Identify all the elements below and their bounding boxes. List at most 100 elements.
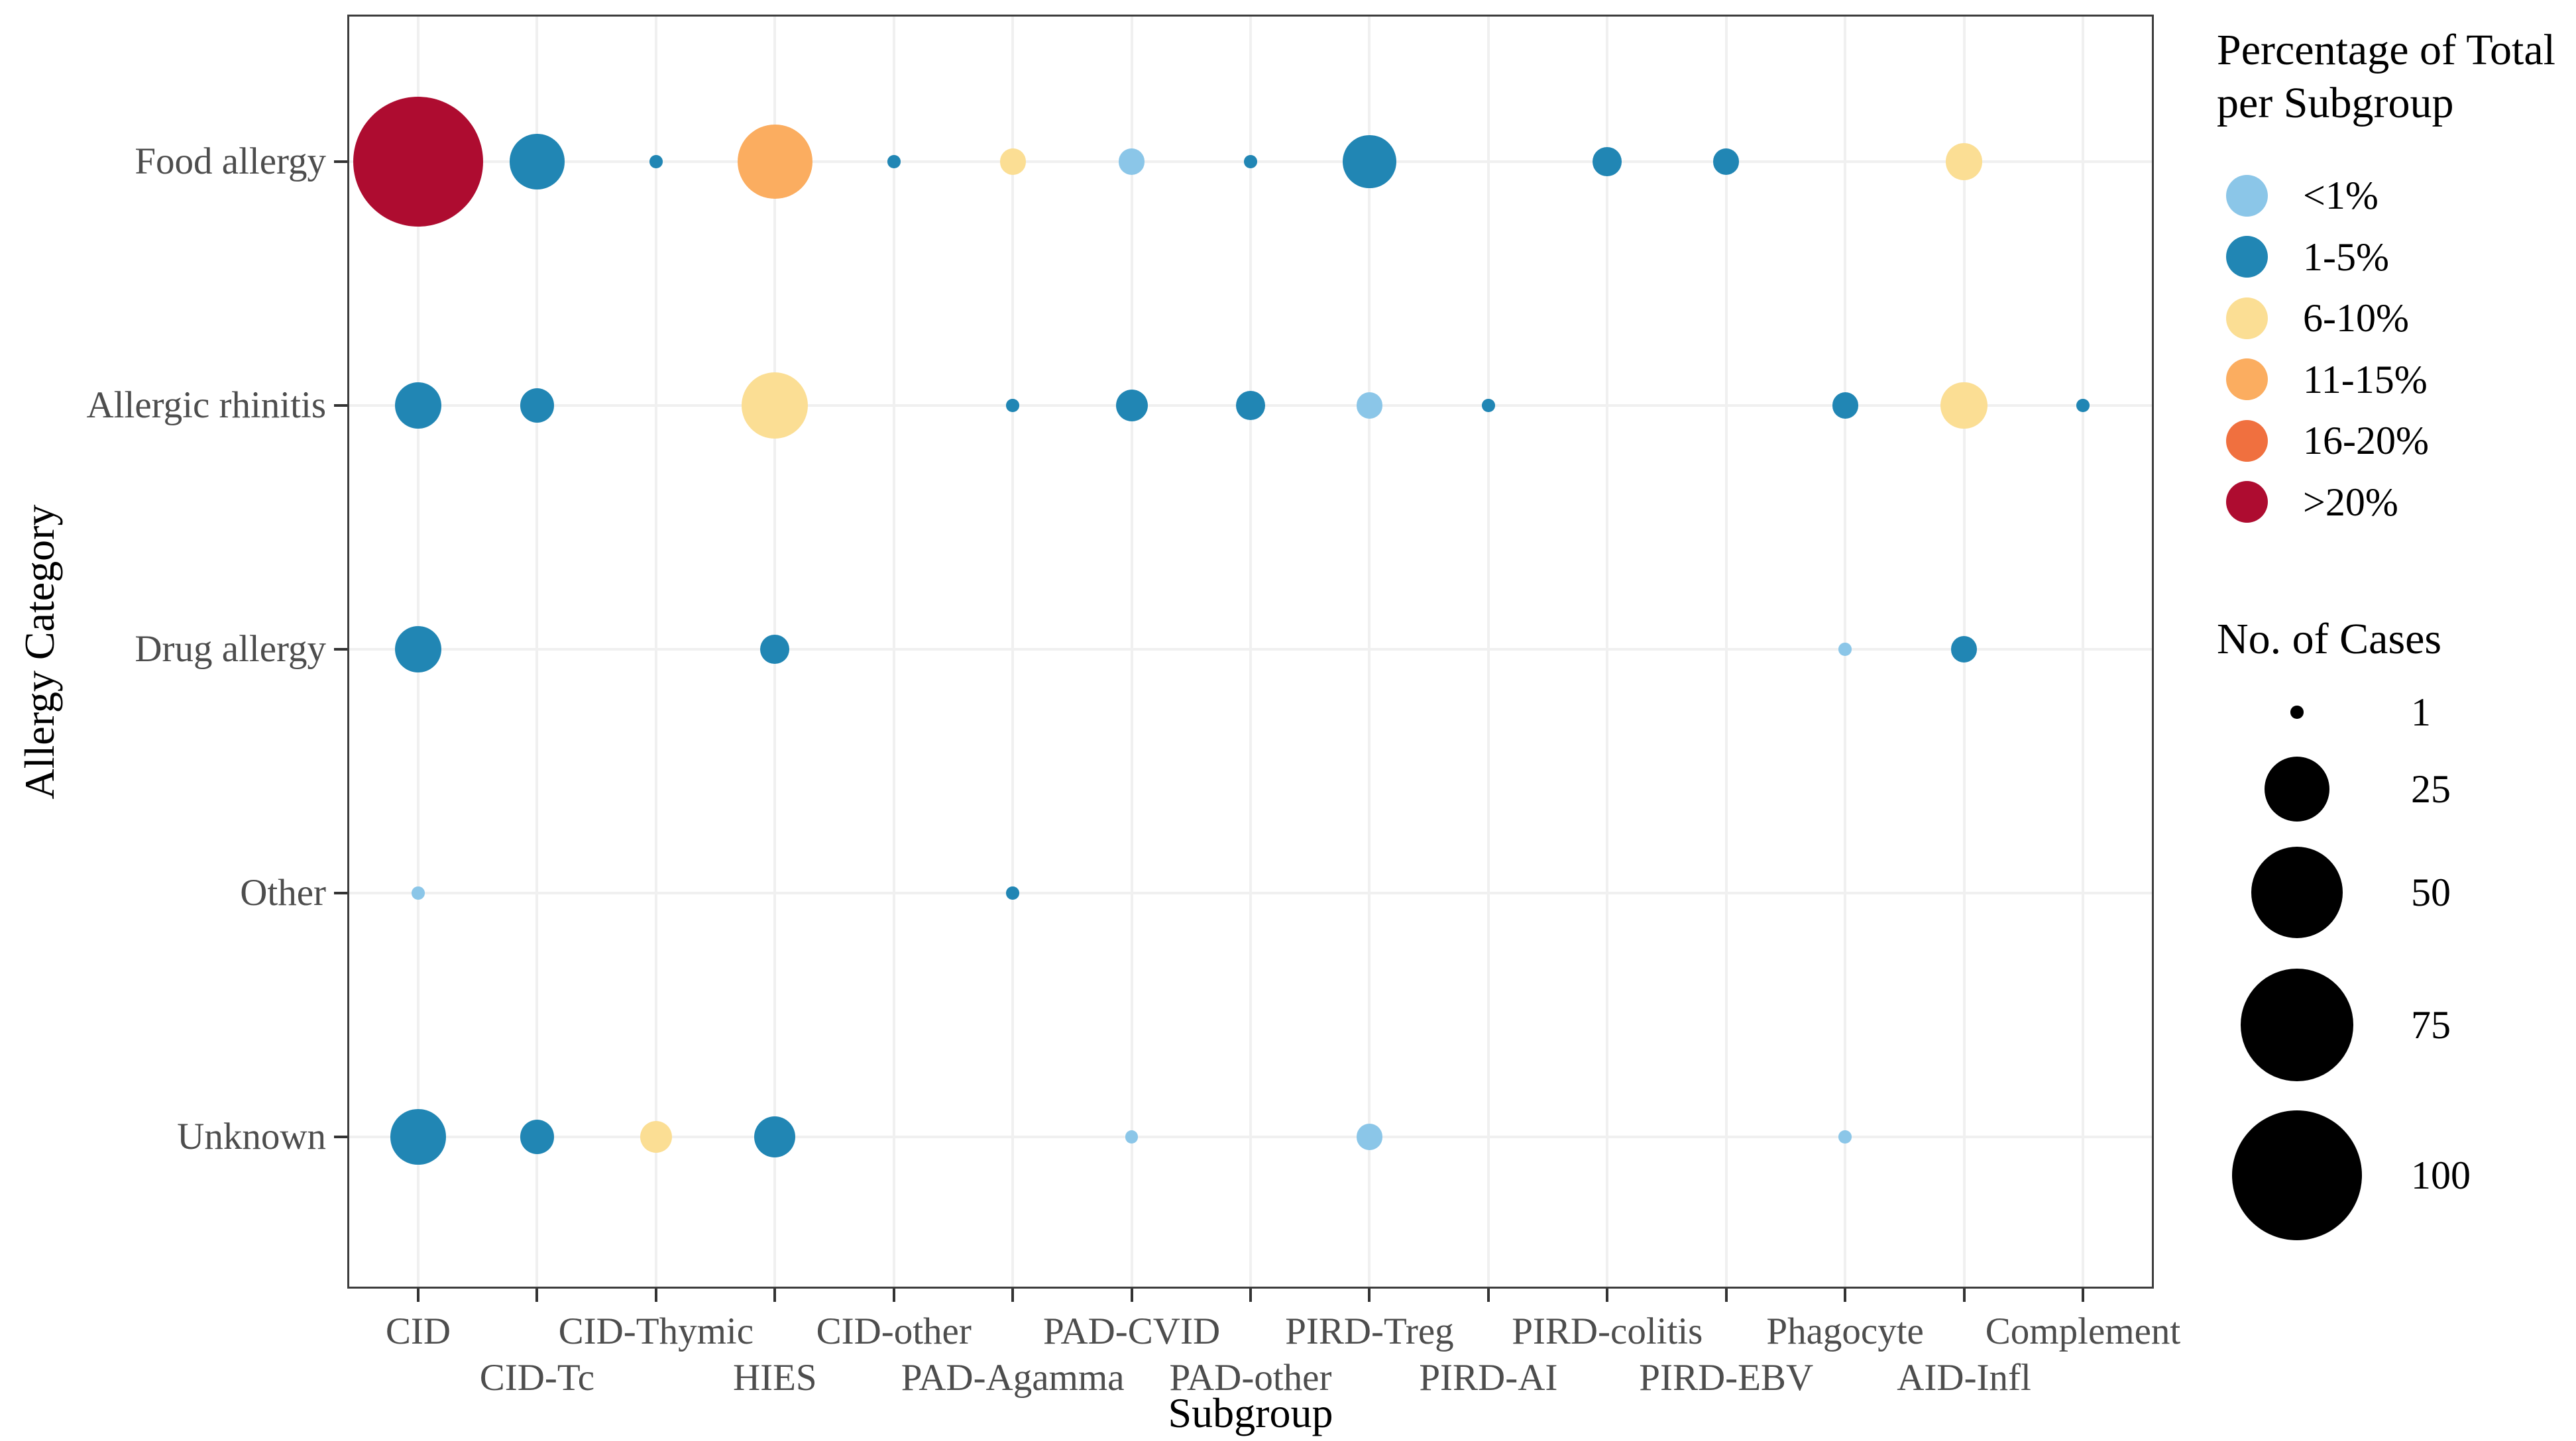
bubble	[1950, 636, 1978, 663]
bubble	[737, 124, 812, 199]
size-legend-label: 100	[2411, 1153, 2471, 1197]
size-legend-title: No. of Cases	[2217, 615, 2442, 663]
bubble	[509, 134, 565, 189]
bubble	[390, 1109, 446, 1165]
y-axis-tick	[334, 160, 347, 163]
bubble	[999, 148, 1026, 175]
color-legend-swatch-20	[2225, 481, 2268, 523]
x-tick-label: PIRD-Treg	[1285, 1310, 1454, 1352]
x-axis-tick	[1844, 1289, 1847, 1302]
x-axis-tick	[1606, 1289, 1609, 1302]
gridline-vertical	[1368, 17, 1371, 1287]
bubble	[649, 155, 663, 168]
bubble	[2076, 399, 2090, 412]
bubble	[1006, 886, 1019, 900]
color-legend-label: 11-15%	[2303, 357, 2428, 401]
size-legend-swatch-25	[2265, 757, 2329, 822]
gridline-vertical	[1486, 17, 1490, 1287]
x-axis-tick	[1368, 1289, 1371, 1302]
x-axis-tick	[1011, 1289, 1015, 1302]
x-axis-tick	[1724, 1289, 1728, 1302]
x-axis-title: Subgroup	[1168, 1389, 1333, 1436]
gridline-vertical	[654, 17, 657, 1287]
bubble	[760, 635, 790, 664]
size-legend-label: 25	[2411, 767, 2451, 811]
size-legend-label: 75	[2411, 1003, 2451, 1047]
size-legend-label: 50	[2411, 871, 2451, 914]
x-axis-tick	[1962, 1289, 1966, 1302]
x-tick-label: CID	[385, 1310, 451, 1352]
bubble	[1118, 148, 1145, 175]
color-legend-label: 16-20%	[2303, 419, 2429, 462]
bubble	[1356, 1124, 1383, 1150]
x-tick-label: PAD-Agamma	[901, 1357, 1125, 1399]
x-tick-label: HIES	[732, 1357, 817, 1399]
bubble	[520, 1120, 555, 1154]
bubble	[1356, 392, 1383, 419]
bubble	[1838, 643, 1852, 656]
bubble	[754, 1116, 796, 1157]
color-legend-label: <1%	[2303, 174, 2379, 217]
gridline-horizontal	[349, 648, 2152, 651]
bubble	[1482, 399, 1495, 412]
bubble	[640, 1120, 672, 1153]
color-legend-swatch-1115	[2225, 358, 2268, 400]
x-axis-tick	[654, 1289, 657, 1302]
color-legend-title: Percentage of Total per Subgroup	[2217, 26, 2555, 127]
bubble	[1713, 148, 1740, 175]
bubble	[1236, 391, 1265, 420]
color-legend-swatch-1	[2225, 174, 2268, 217]
x-axis-tick	[417, 1289, 420, 1302]
x-tick-label: PIRD-colitis	[1512, 1310, 1703, 1352]
color-legend-swatch-1620	[2225, 419, 2268, 462]
gridline-vertical	[535, 17, 539, 1287]
x-axis-tick	[892, 1289, 895, 1302]
color-legend-label: 6-10%	[2303, 296, 2409, 340]
y-tick-label: Allergic rhinitis	[86, 384, 326, 426]
y-tick-label: Food allergy	[135, 140, 326, 182]
y-tick-label: Drug allergy	[135, 628, 326, 670]
bubble	[412, 886, 425, 900]
bubble	[353, 97, 483, 227]
size-legend-swatch-1	[2290, 706, 2304, 719]
bubble	[1244, 155, 1257, 168]
y-tick-label: Unknown	[177, 1116, 326, 1157]
bubble	[1125, 1130, 1139, 1144]
color-legend-label: 1-5%	[2303, 235, 2389, 279]
y-axis-tick	[334, 648, 347, 651]
x-axis-tick	[2082, 1289, 2084, 1302]
gridline-vertical	[1130, 17, 1133, 1287]
y-axis-tick	[334, 892, 347, 894]
gridline-vertical	[892, 17, 895, 1287]
bubble	[394, 625, 442, 673]
x-tick-label: PIRD-EBV	[1639, 1357, 1814, 1399]
size-legend-swatch-50	[2251, 846, 2343, 939]
x-tick-label: AID-Infl	[1897, 1357, 2031, 1399]
x-tick-label: Phagocyte	[1766, 1310, 1924, 1352]
y-axis-tick	[334, 404, 347, 407]
bubble	[394, 382, 442, 429]
size-legend-label: 1	[2411, 690, 2431, 734]
gridline-vertical	[1606, 17, 1609, 1287]
x-axis-tick	[1130, 1289, 1133, 1302]
size-legend-swatch-75	[2241, 969, 2353, 1081]
x-tick-label: CID-Tc	[479, 1357, 595, 1399]
y-axis-tick	[334, 1136, 347, 1138]
x-tick-label: PAD-other	[1169, 1357, 1332, 1399]
color-legend-label: >20%	[2303, 480, 2398, 524]
bubble	[887, 155, 901, 168]
gridline-horizontal	[349, 1136, 2152, 1138]
bubble	[1593, 147, 1622, 176]
x-axis-tick	[535, 1289, 539, 1302]
x-tick-label: PAD-CVID	[1043, 1310, 1221, 1352]
gridline-vertical	[1724, 17, 1728, 1287]
color-legend-swatch-610	[2225, 297, 2268, 339]
gridline-vertical	[1011, 17, 1015, 1287]
bubble	[1940, 382, 1988, 429]
bubble	[1945, 143, 1983, 180]
gridline-vertical	[2082, 17, 2084, 1287]
bubble	[1343, 134, 1396, 189]
gridline-vertical	[1249, 17, 1252, 1287]
y-tick-label: Other	[240, 872, 326, 914]
